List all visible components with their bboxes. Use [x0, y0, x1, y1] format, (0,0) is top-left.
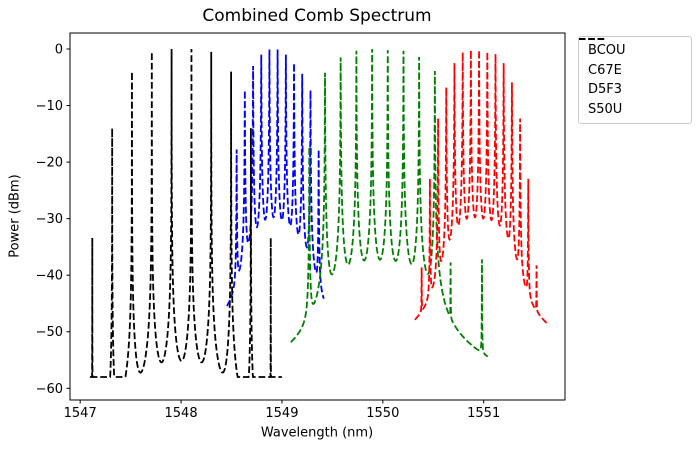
y-axis-label: Power (dBm): [7, 174, 23, 258]
svg-text:−50: −50: [36, 325, 63, 340]
legend-label: C67E: [588, 62, 622, 78]
legend: BCOU C67E D5F3 S50U: [578, 36, 692, 124]
svg-text:1548: 1548: [165, 406, 198, 421]
legend-label: D5F3: [588, 82, 623, 98]
svg-text:0: 0: [55, 43, 63, 58]
svg-text:1550: 1550: [366, 406, 399, 421]
svg-text:1549: 1549: [265, 406, 298, 421]
legend-item: BCOU: [579, 38, 691, 58]
svg-text:1547: 1547: [64, 406, 97, 421]
svg-text:1551: 1551: [467, 406, 500, 421]
svg-text:−10: −10: [36, 99, 63, 114]
svg-text:−40: −40: [36, 269, 63, 284]
legend-item: C67E: [579, 38, 691, 78]
svg-text:−20: −20: [36, 156, 63, 171]
svg-text:−30: −30: [36, 212, 63, 227]
x-axis-label: Wavelength (nm): [260, 425, 374, 441]
legend-dash-swatch-icon: [579, 38, 606, 40]
legend-label: BCOU: [588, 42, 626, 58]
chart-title: Combined Comb Spectrum: [202, 6, 432, 26]
svg-text:−60: −60: [36, 382, 63, 397]
legend-label: S50U: [588, 102, 623, 118]
legend-item: S50U: [579, 38, 691, 118]
legend-item: D5F3: [579, 38, 691, 98]
